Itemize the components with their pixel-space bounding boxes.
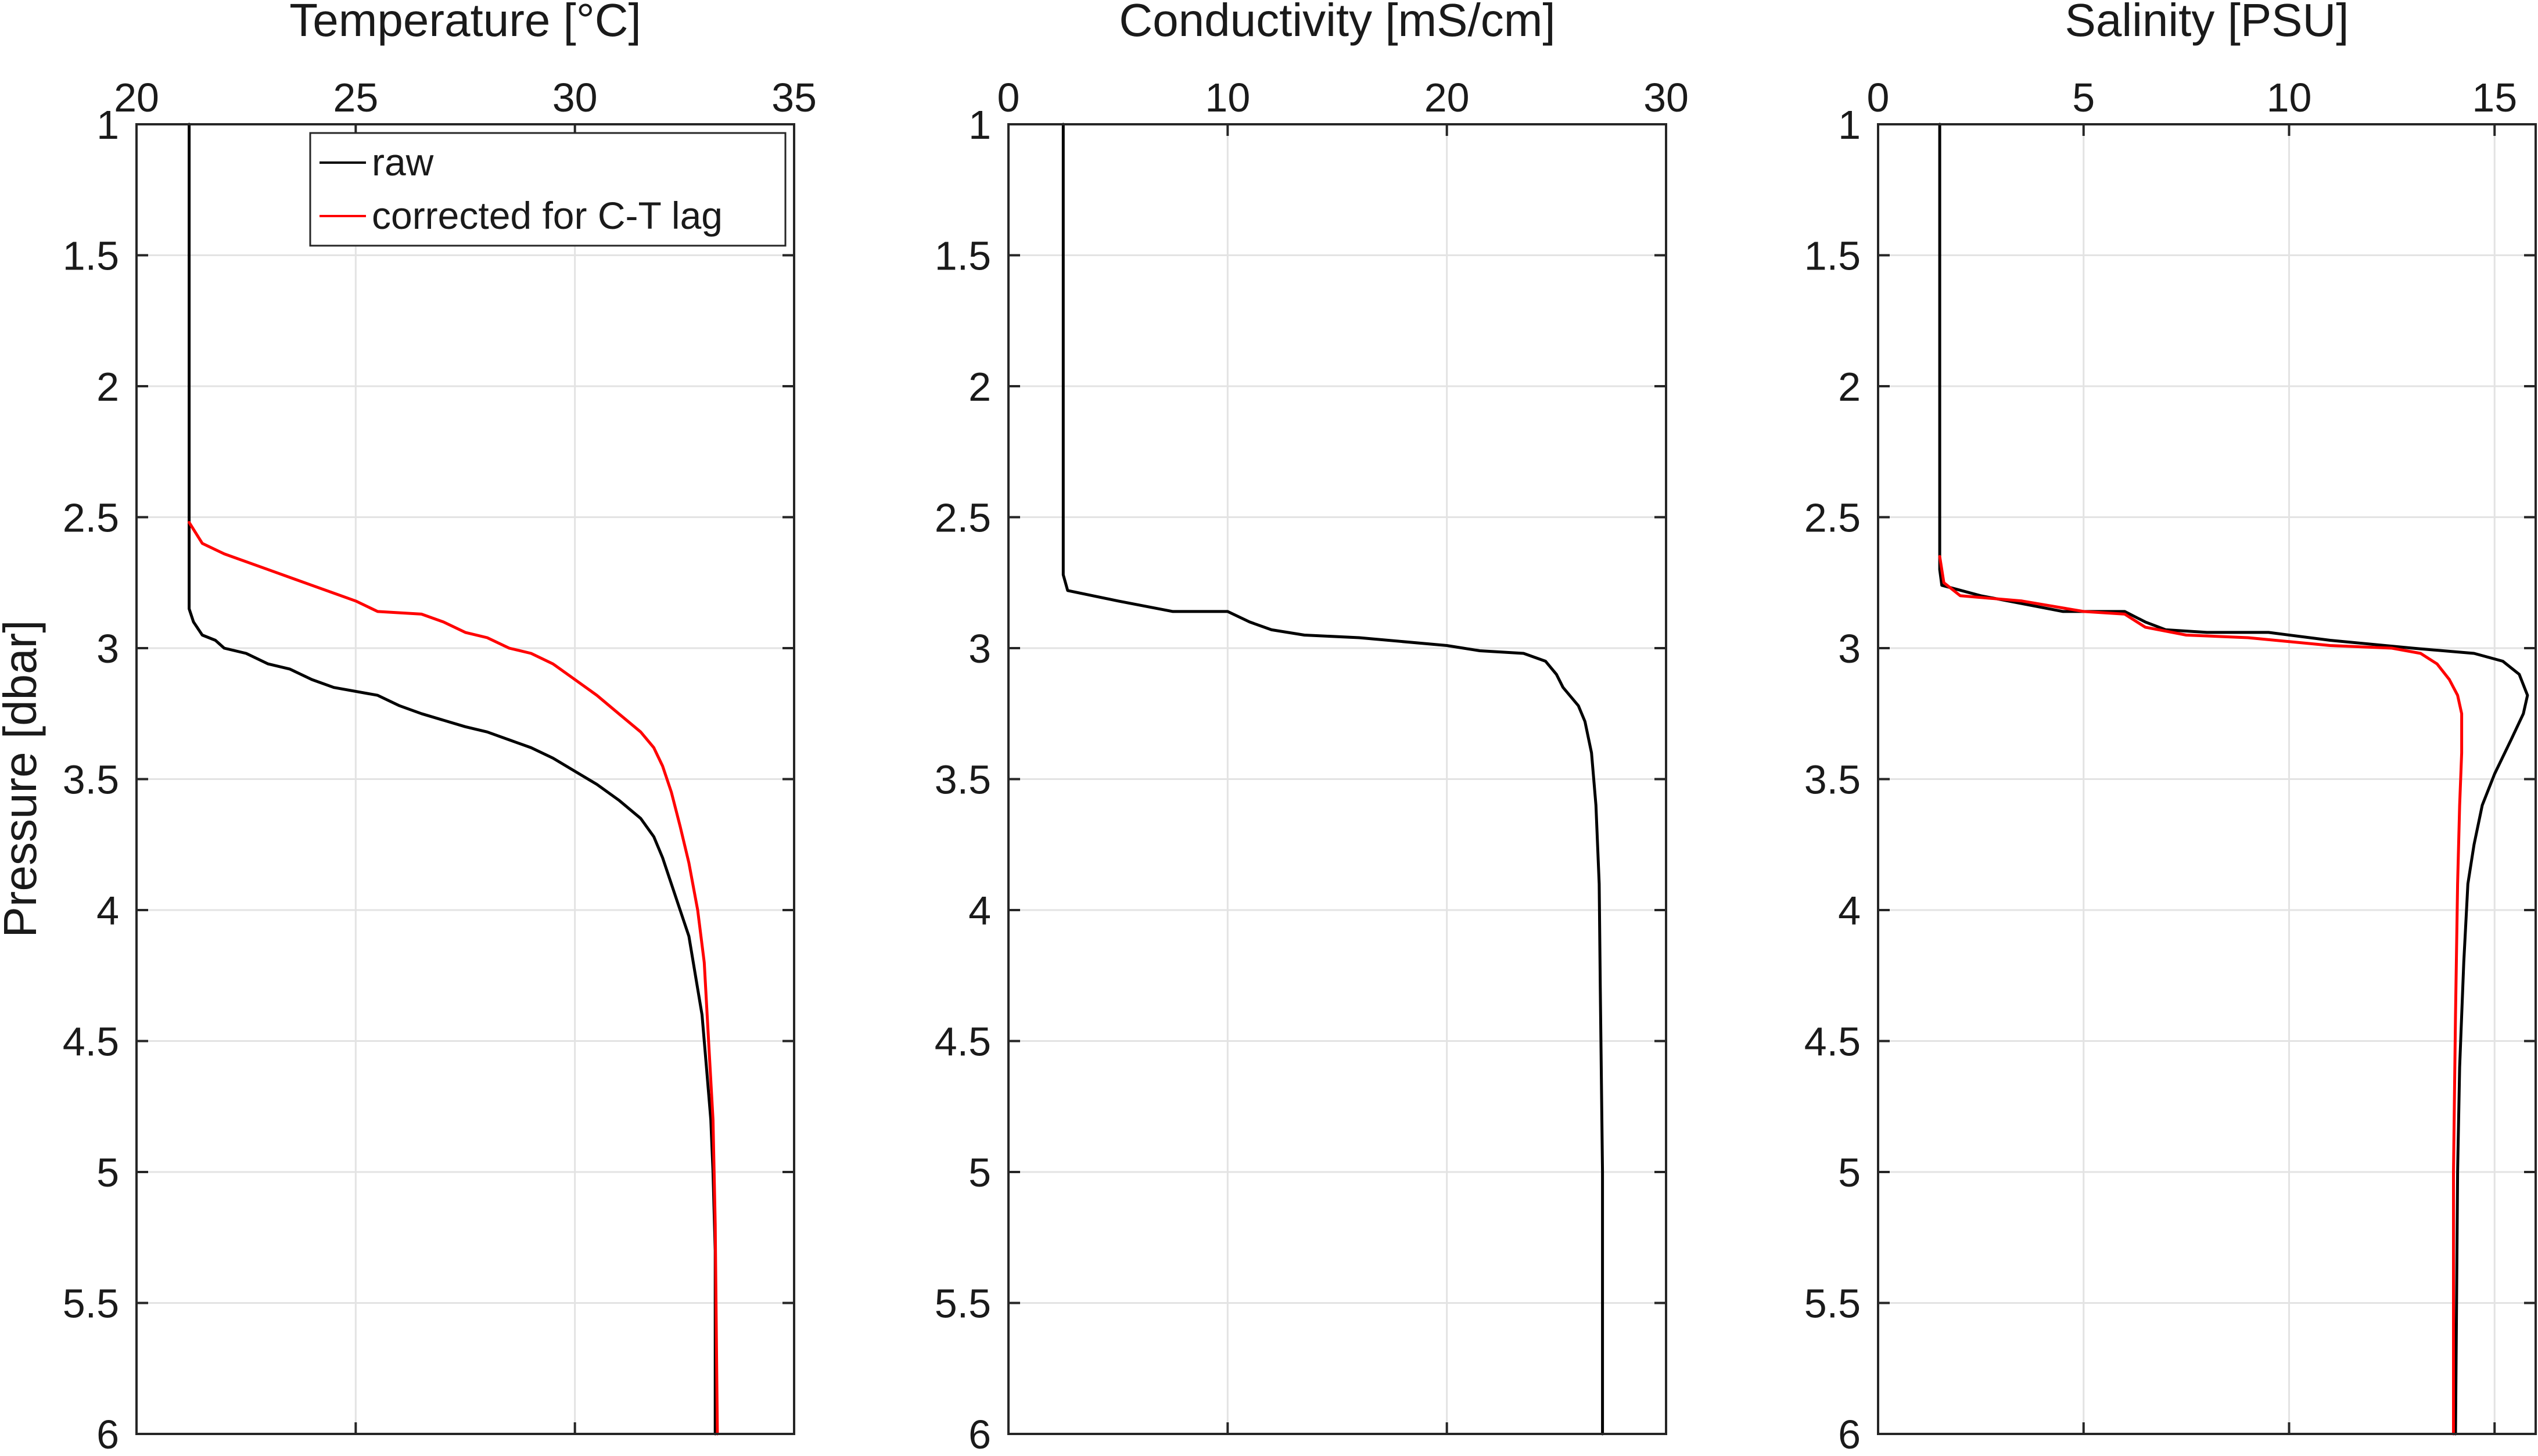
y-tick-label: 3 [96,626,119,671]
y-tick-label: 5 [1838,1150,1861,1195]
y-tick-label: 1 [1838,102,1861,148]
y-tick-label: 6 [968,1412,991,1456]
y-tick-label: 4 [96,888,119,933]
y-axis-label: Pressure [dbar] [0,620,46,938]
y-tick-label: 3.5 [935,757,991,803]
series-line-raw [188,123,717,1436]
panel-title: Salinity [PSU] [2065,0,2349,46]
y-tick-label: 2.5 [63,495,119,541]
y-tick-label: 5.5 [935,1281,991,1326]
x-tick-label: 30 [1643,75,1689,120]
temperature-panel: 20 25 30 35 1 1.5 2 2.5 3 3.5 4 4.5 5 5.5 6 Temperatur… [63,0,817,1456]
x-tick-label: 20 [1424,75,1470,120]
y-tick-label: 5 [968,1150,991,1195]
y-tick-label: 1 [968,102,991,148]
y-tick-label: 5 [96,1150,119,1195]
y-tick-label: 2.5 [935,495,991,541]
y-tick-label: 5.5 [1804,1281,1861,1326]
y-tick-label: 3.5 [63,757,119,803]
legend-box [309,132,787,247]
x-tick-label: 35 [771,75,817,120]
y-tick-label: 4.5 [1804,1019,1861,1065]
y-tick-label: 3 [1838,626,1861,671]
y-tick-label: 5.5 [63,1281,119,1326]
y-tick-label: 1.5 [935,233,991,279]
x-tick-label: 0 [1867,75,1890,120]
y-tick-label: 3 [968,626,991,671]
series-line-corrected-for-c-t-lag [188,521,719,1436]
y-tick-label: 1.5 [1804,233,1861,279]
y-tick-label: 2 [1838,364,1861,409]
y-tick-label: 2.5 [1804,495,1861,541]
legend-entry-raw: raw [372,141,434,184]
x-tick-label: 10 [2267,75,2312,120]
panel-title: Temperature [°C] [289,0,641,46]
y-tick-label: 4 [968,888,991,933]
y-tick-label: 4.5 [63,1019,119,1065]
x-tick-label: 15 [2472,75,2517,120]
salinity-panel: 0 5 10 15 1 1.5 2 2.5 3 3.5 4 4.5 5 5.5 6 Salinity [PS… [1804,0,2537,1456]
y-tick-label: 2 [96,364,119,409]
y-tick-label: 4 [1838,888,1861,933]
y-tick-label: 4.5 [935,1019,991,1065]
x-tick-label: 5 [2072,75,2095,120]
x-tick-label: 30 [552,75,598,120]
series-line-raw [1938,123,2529,1436]
legend-entry-corrected: corrected for C-T lag [372,194,723,237]
y-tick-label: 6 [96,1412,119,1456]
y-tick-label: 6 [1838,1412,1861,1456]
legend: raw corrected for C-T lag [309,132,787,247]
y-tick-label: 1.5 [63,233,119,279]
x-tick-label: 25 [333,75,378,120]
conductivity-panel: 0 10 20 30 1 1.5 2 2.5 3 3.5 4 4.5 5 5.5 6 Conductivit… [935,0,1689,1456]
panel-title: Conductivity [mS/cm] [1119,0,1555,46]
x-tick-label: 0 [997,75,1020,120]
y-tick-label: 3.5 [1804,757,1861,803]
y-tick-label: 2 [968,364,991,409]
series-line-profile [1061,123,1604,1436]
y-tick-label: 1 [96,102,119,148]
x-tick-label: 10 [1205,75,1250,120]
series-line-corrected-for-c-t-lag [1938,555,2464,1436]
x-tick-label: 20 [114,75,159,120]
